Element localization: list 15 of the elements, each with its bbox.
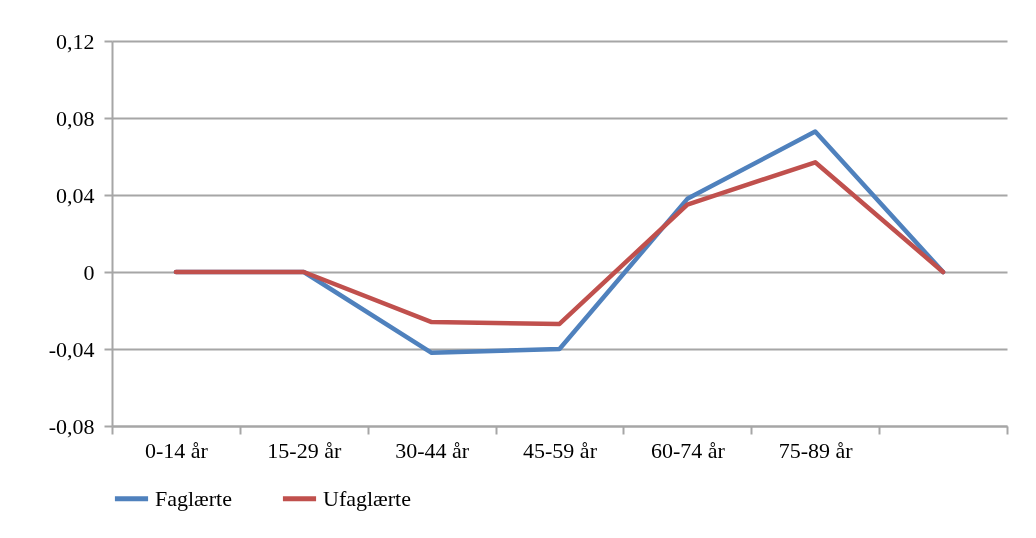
- line-series: [173, 160, 946, 327]
- x-tick-label: 60-74 år: [650, 437, 726, 463]
- x-tick-label: 30-44 år: [395, 437, 470, 463]
- x-tick-label: 45-59 år: [523, 437, 598, 463]
- legend-label: Ufaglærte: [323, 485, 411, 511]
- y-tick-label: 0: [83, 259, 95, 285]
- x-tick-label: 0-14 år: [144, 437, 209, 463]
- y-tick-label: -0,04: [48, 336, 95, 362]
- y-tick-label: 0,12: [56, 28, 95, 54]
- x-tick-label: 15-29 år: [267, 437, 342, 463]
- y-tick-label: 0,04: [56, 182, 95, 208]
- x-tick-label: 75-89 år: [778, 437, 854, 463]
- y-tick-label: -0,08: [48, 413, 95, 439]
- legend-label: Faglærte: [155, 485, 232, 511]
- y-tick-label: 0,08: [56, 105, 95, 131]
